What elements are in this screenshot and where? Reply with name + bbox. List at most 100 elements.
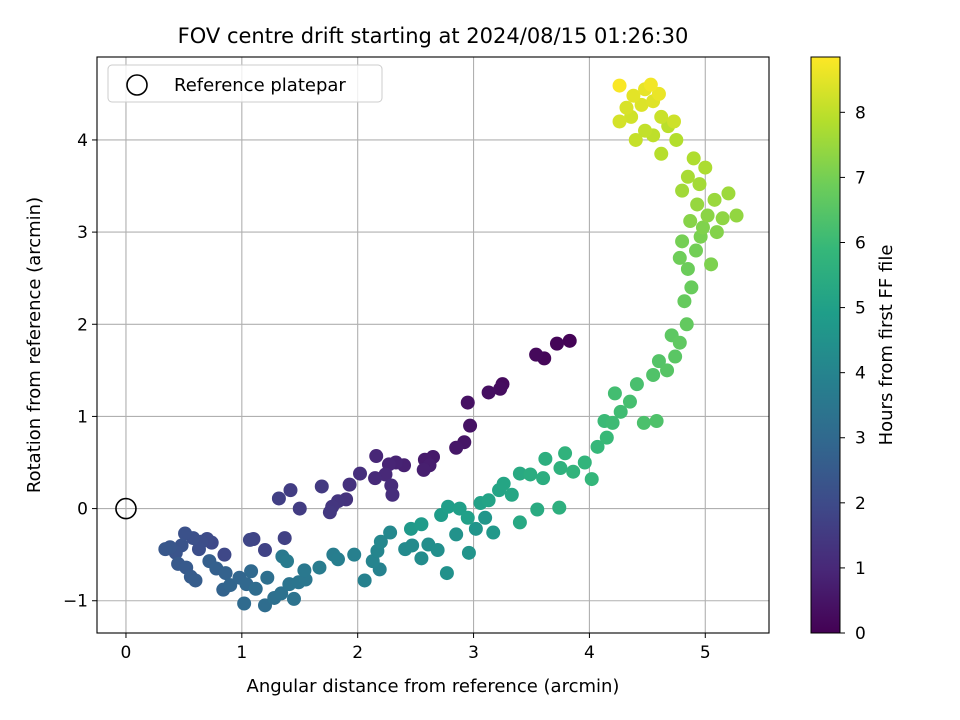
data-point bbox=[237, 596, 252, 611]
data-point bbox=[668, 349, 683, 364]
data-point bbox=[342, 477, 357, 492]
x-tick-label: 0 bbox=[121, 643, 132, 663]
data-point bbox=[684, 280, 699, 295]
data-point bbox=[692, 177, 707, 192]
colorbar-tick-label: 7 bbox=[855, 168, 866, 188]
data-point bbox=[553, 461, 568, 476]
data-point bbox=[577, 455, 592, 470]
data-point bbox=[672, 335, 687, 350]
data-point bbox=[536, 471, 551, 486]
data-point bbox=[452, 501, 467, 516]
data-point bbox=[552, 500, 567, 515]
data-point bbox=[357, 573, 372, 588]
colorbar-tick-label: 5 bbox=[855, 299, 866, 319]
data-point bbox=[322, 505, 337, 520]
data-point bbox=[312, 560, 327, 575]
data-point bbox=[439, 566, 454, 581]
data-point bbox=[178, 526, 193, 541]
data-point bbox=[504, 487, 519, 502]
data-point bbox=[530, 502, 545, 517]
chart-title: FOV centre drift starting at 2024/08/15 … bbox=[178, 24, 689, 48]
data-point bbox=[654, 146, 669, 161]
data-point bbox=[729, 208, 744, 223]
data-point bbox=[481, 385, 496, 400]
data-points bbox=[158, 77, 744, 613]
data-point bbox=[721, 186, 736, 201]
data-point bbox=[660, 363, 675, 378]
legend-box bbox=[107, 64, 383, 103]
data-point bbox=[314, 479, 329, 494]
data-point bbox=[460, 395, 475, 410]
colorbar-tick-label: 1 bbox=[855, 559, 866, 579]
y-tick-label: 3 bbox=[77, 223, 88, 243]
data-point bbox=[628, 132, 643, 147]
data-point bbox=[486, 525, 501, 540]
data-point bbox=[634, 97, 649, 112]
data-point bbox=[218, 566, 233, 581]
y-tick-label: −1 bbox=[63, 592, 88, 612]
data-point bbox=[283, 483, 298, 498]
data-point bbox=[493, 381, 508, 396]
x-tick-label: 4 bbox=[584, 643, 595, 663]
grid-lines bbox=[97, 57, 769, 633]
data-point bbox=[260, 570, 275, 585]
data-point bbox=[280, 554, 295, 569]
data-point bbox=[643, 77, 658, 92]
data-point bbox=[715, 211, 730, 226]
data-point bbox=[612, 114, 627, 129]
data-point bbox=[646, 367, 661, 382]
colorbar-frame bbox=[810, 56, 841, 634]
data-point bbox=[599, 430, 614, 445]
y-axis-label: Rotation from reference (arcmin) bbox=[24, 197, 45, 493]
data-point bbox=[468, 521, 483, 536]
data-point bbox=[619, 100, 634, 115]
data-point bbox=[191, 542, 206, 557]
x-tick-label: 3 bbox=[468, 643, 479, 663]
data-point bbox=[368, 471, 383, 486]
y-tick-label: 0 bbox=[77, 500, 88, 520]
data-point bbox=[463, 418, 478, 433]
data-point bbox=[441, 499, 456, 514]
data-point bbox=[666, 114, 681, 129]
data-point bbox=[636, 415, 651, 430]
data-point bbox=[590, 439, 605, 454]
data-point bbox=[403, 521, 418, 536]
data-point bbox=[430, 543, 445, 558]
data-point bbox=[188, 573, 203, 588]
data-point bbox=[248, 581, 263, 596]
data-point bbox=[584, 472, 599, 487]
colorbar-tick-label: 0 bbox=[855, 624, 866, 644]
data-point bbox=[512, 515, 527, 530]
y-tick-label: 2 bbox=[77, 315, 88, 335]
x-tick-label: 5 bbox=[700, 643, 711, 663]
data-point bbox=[449, 440, 464, 455]
data-point bbox=[707, 192, 722, 207]
x-axis-label: Angular distance from reference (arcmin) bbox=[247, 676, 620, 697]
data-point bbox=[405, 538, 420, 553]
plot-frame bbox=[96, 56, 770, 634]
data-point bbox=[629, 377, 644, 392]
data-point bbox=[297, 563, 312, 578]
data-point bbox=[385, 487, 400, 502]
data-point bbox=[649, 414, 664, 429]
data-point bbox=[383, 525, 398, 540]
tick-marks bbox=[92, 139, 706, 638]
colorbar-tick-label: 8 bbox=[855, 103, 866, 123]
data-point bbox=[529, 347, 544, 362]
data-point bbox=[683, 214, 698, 229]
data-point bbox=[478, 510, 493, 525]
data-point bbox=[496, 476, 511, 491]
data-point bbox=[373, 534, 388, 549]
data-point bbox=[669, 132, 684, 147]
data-point bbox=[709, 225, 724, 240]
data-point bbox=[686, 151, 701, 166]
x-tick-label: 1 bbox=[236, 643, 247, 663]
data-point bbox=[158, 542, 173, 557]
data-point bbox=[700, 208, 715, 223]
data-point bbox=[414, 551, 429, 566]
data-point bbox=[638, 123, 653, 138]
data-point bbox=[626, 88, 641, 103]
data-point bbox=[605, 415, 620, 430]
data-point bbox=[651, 86, 666, 101]
